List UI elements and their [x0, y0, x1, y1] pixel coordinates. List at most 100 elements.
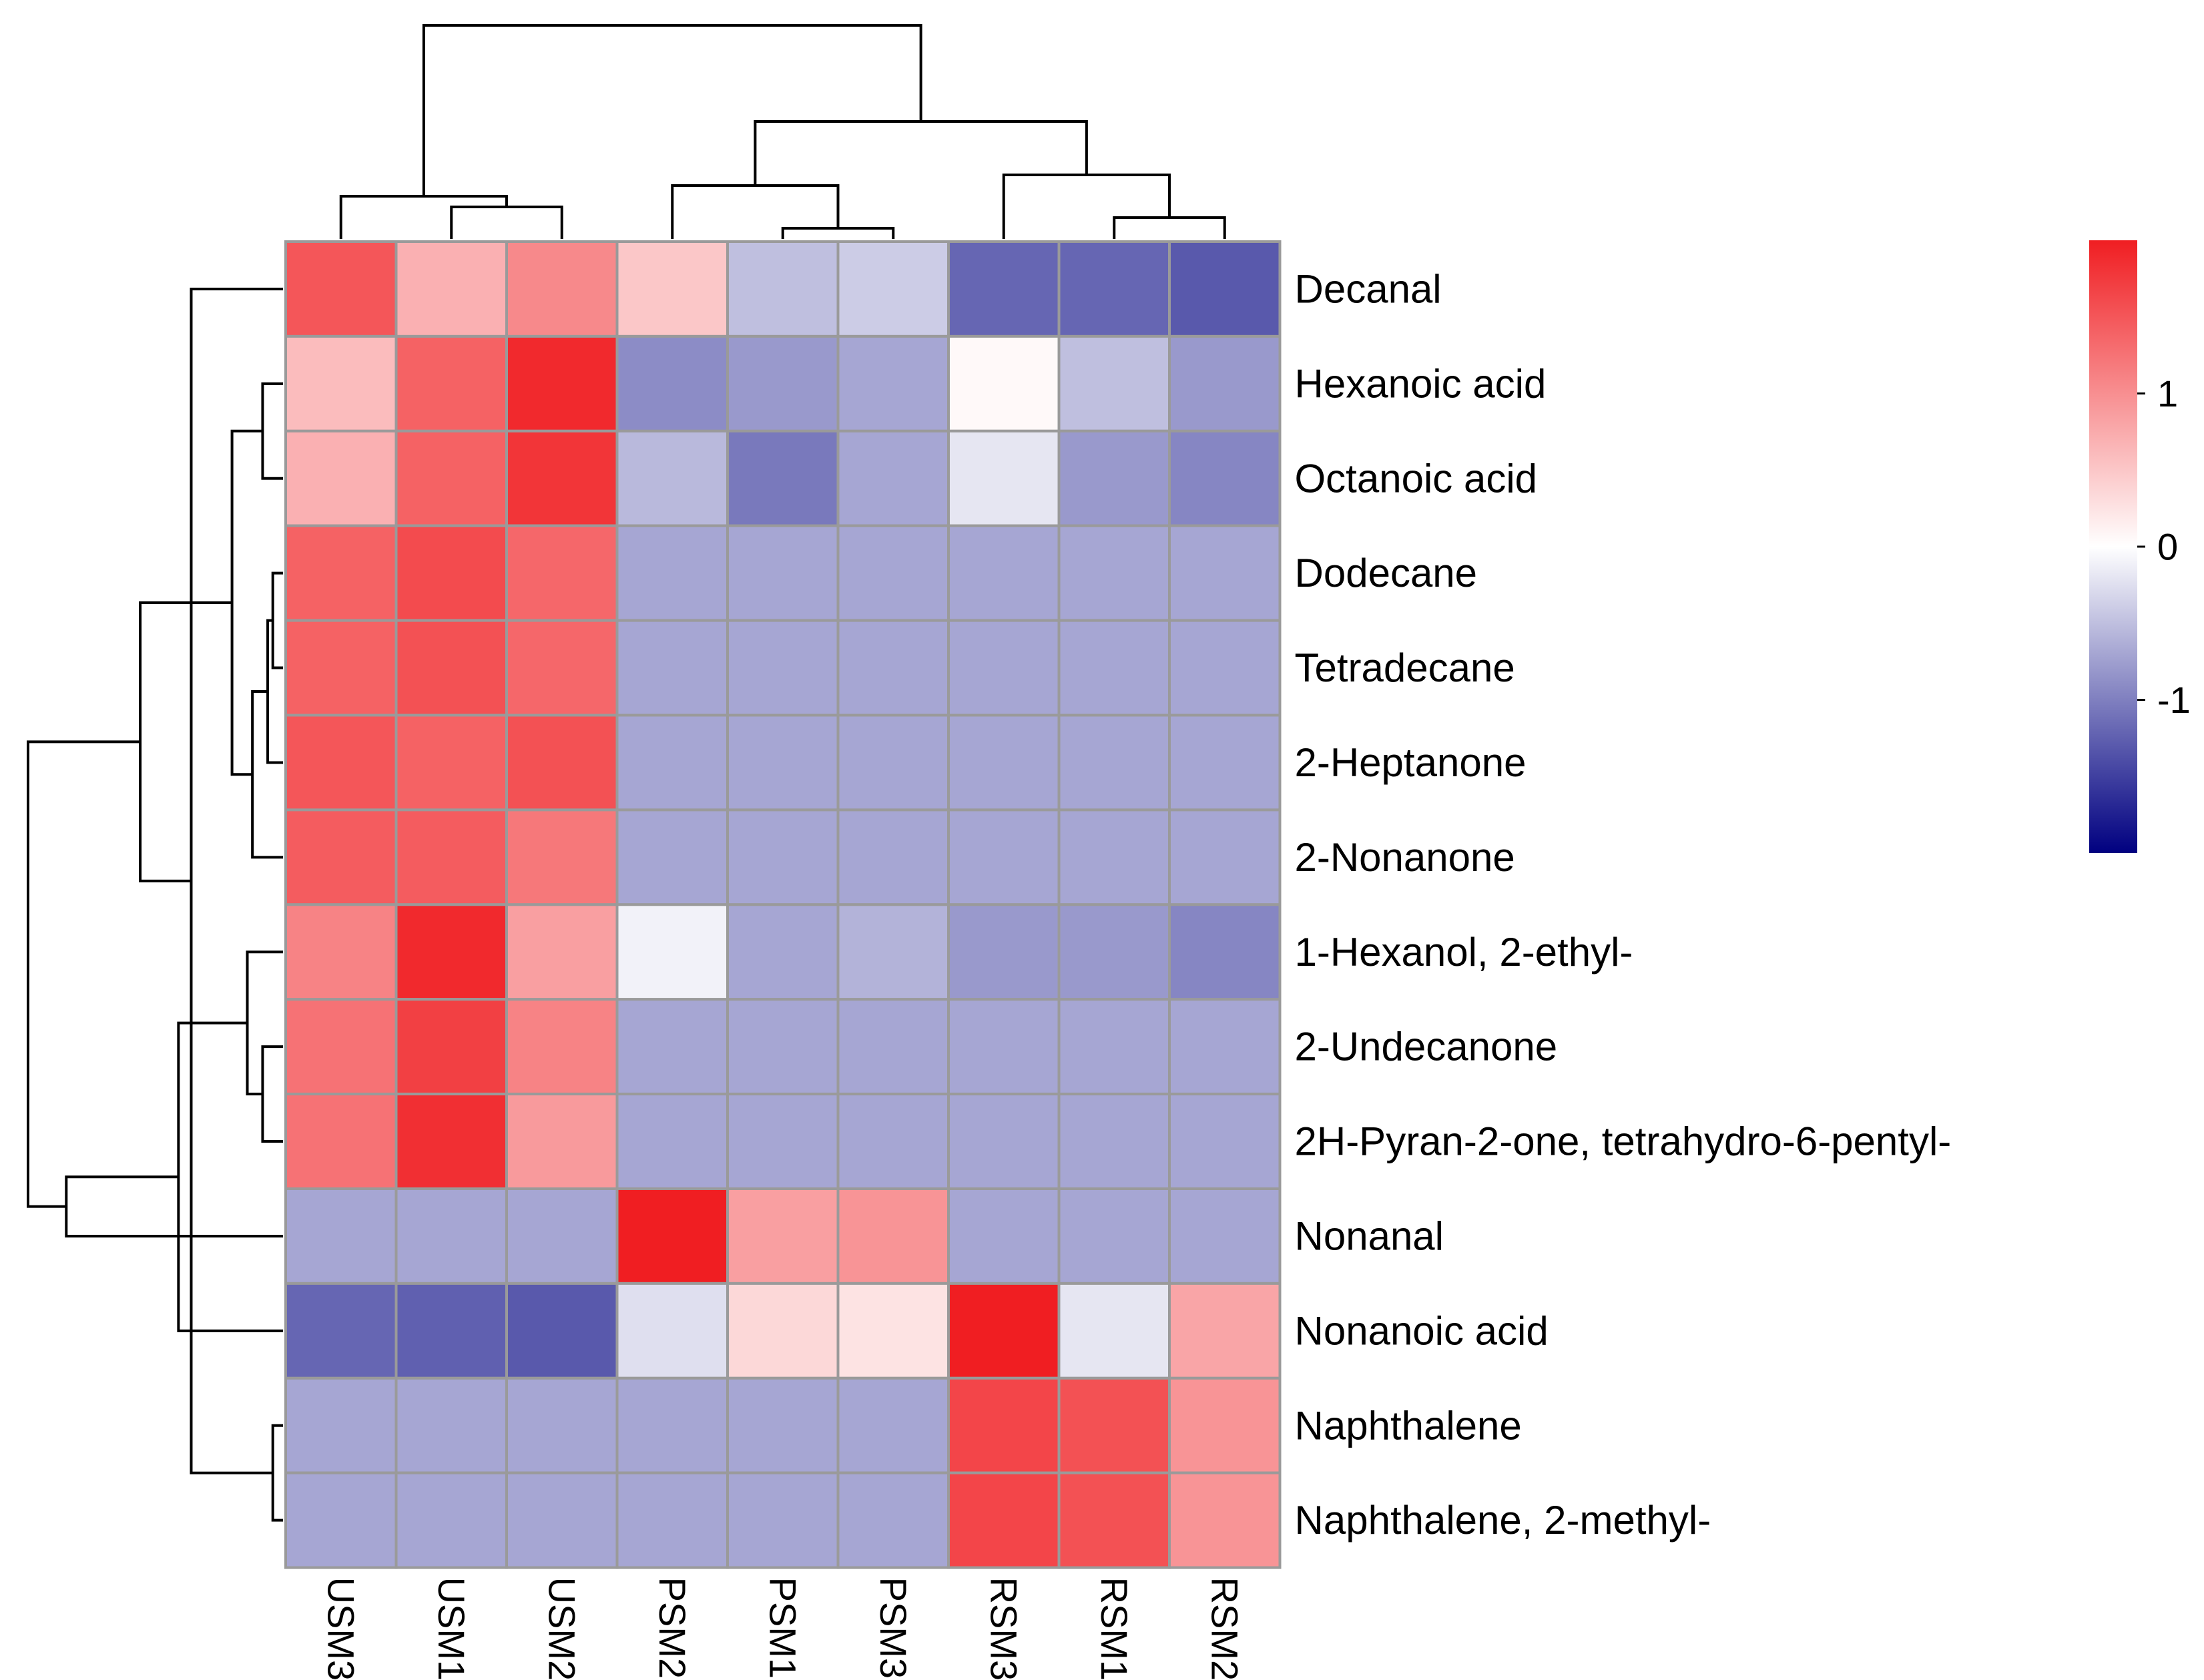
heatmap-cell: [947, 903, 1061, 1001]
heatmap-cell: [726, 524, 840, 622]
heatmap-cell: [505, 524, 619, 622]
row-label-nonanoic-acid: Nonanoic acid: [1295, 1308, 1549, 1353]
heatmap-cell: [836, 998, 950, 1096]
dendrogram-branch: [139, 601, 232, 882]
heatmap-cell: [947, 334, 1061, 433]
heatmap-cell: [836, 1471, 950, 1569]
heatmap-cell: [1168, 1471, 1282, 1569]
heatmap-cell: [726, 998, 840, 1096]
heatmap-cell: [284, 1471, 398, 1569]
heatmap-cell: [1057, 714, 1171, 812]
row-label-2-undecanone: 2-Undecanone: [1295, 1025, 1558, 1069]
heatmap-cell: [394, 619, 508, 717]
dendrogram-branch: [261, 382, 283, 480]
heatmap-cell: [1057, 524, 1171, 622]
heatmap-cell: [726, 334, 840, 433]
column-label-psm1: PSM1: [762, 1577, 804, 1679]
color-legend-ticks: 1 0 -1: [2137, 372, 2191, 721]
heatmap-cell: [284, 1376, 398, 1474]
heatmap-cell: [836, 240, 950, 338]
heatmap-cell: [284, 1093, 398, 1190]
heatmap-cell: [836, 524, 950, 622]
heatmap-cell: [394, 1282, 508, 1380]
heatmap-cell: [836, 1187, 950, 1285]
heatmap-cell: [615, 619, 729, 717]
heatmap-cell: [726, 1376, 840, 1474]
row-label-decanal: Decanal: [1295, 266, 1442, 311]
heatmap-cell: [726, 808, 840, 906]
row-label-naphthalene-2-methyl: Naphthalene, 2-methyl-: [1295, 1498, 1711, 1543]
heatmap-cell: [284, 808, 398, 906]
dendrogram-branch: [671, 184, 840, 239]
legend-tick-label: 1: [2157, 372, 2178, 414]
column-label-usm1: USM1: [431, 1577, 473, 1680]
heatmap-cell: [394, 903, 508, 1001]
dendrogram-branch: [266, 619, 283, 764]
heatmap-cell: [394, 524, 508, 622]
dendrogram-branch: [271, 571, 283, 669]
column-labels: USM3 USM1 USM2 PSM2 PSM1 PSM3 RSM3 RSM1 RSM2: [320, 1577, 1246, 1680]
heatmap-cell: [615, 1187, 729, 1285]
heatmap-cell: [1057, 334, 1171, 433]
heatmap-cell: [726, 1093, 840, 1190]
heatmap-cell: [394, 714, 508, 812]
heatmap-cell: [947, 524, 1061, 622]
heatmap-cell: [1057, 1376, 1171, 1474]
heatmap-cell: [836, 619, 950, 717]
heatmap-cell: [1168, 334, 1282, 433]
heatmap-cell: [1057, 903, 1171, 1001]
dendrogram-branch: [261, 1045, 283, 1143]
heatmap-cell: [1168, 903, 1282, 1001]
row-label-dodecane: Dodecane: [1295, 551, 1478, 595]
heatmap-cell: [284, 1282, 398, 1380]
heatmap-cell: [615, 334, 729, 433]
heatmap-cell: [947, 240, 1061, 338]
heatmap-cell: [505, 808, 619, 906]
dendrogram-branch: [339, 195, 508, 239]
heatmap-cell: [1168, 1187, 1282, 1285]
column-label-rsm3: RSM3: [983, 1577, 1025, 1680]
heatmap-cell: [284, 524, 398, 622]
heatmap-cell: [394, 429, 508, 527]
dendrogram-branch: [422, 24, 922, 196]
heatmap-cell: [836, 714, 950, 812]
dendrogram-branch: [230, 429, 263, 776]
heatmap-cell: [615, 808, 729, 906]
heatmap-cell: [947, 1187, 1061, 1285]
dendrogram-branch: [177, 1021, 283, 1332]
dendrogram-branch: [65, 1175, 283, 1237]
heatmap-cell: [726, 903, 840, 1001]
heatmap-grid: [284, 240, 1282, 1569]
heatmap-cell: [947, 1376, 1061, 1474]
heatmap-cell: [284, 334, 398, 433]
legend-tick-label: 0: [2157, 526, 2178, 568]
heatmap-cell: [726, 619, 840, 717]
heatmap-cell: [505, 429, 619, 527]
heatmap-cell: [505, 1282, 619, 1380]
heatmap-cell: [1057, 1187, 1171, 1285]
dendrogram-branch: [450, 206, 563, 239]
heatmap-cell: [836, 334, 950, 433]
heatmap-cell: [1057, 1282, 1171, 1380]
heatmap-cell: [394, 1471, 508, 1569]
dendrogram-branch: [190, 287, 283, 1474]
row-labels: Decanal Hexanoic acid Octanoic acid Dodecan…: [1295, 266, 1952, 1543]
heatmap-cell: [505, 1376, 619, 1474]
heatmap-cell: [726, 429, 840, 527]
dendrogram-branch: [246, 950, 283, 1096]
row-label-octanoic-acid: Octanoic acid: [1295, 456, 1538, 501]
heatmap-cell: [1057, 998, 1171, 1096]
dendrogram-branch: [1002, 174, 1171, 239]
heatmap-cell: [505, 1471, 619, 1569]
heatmap-cell: [1168, 619, 1282, 717]
row-label-2h-pyran-2-one-tetrahydro-6-pentyl: 2H-Pyran-2-one, tetrahydro-6-pentyl-: [1295, 1119, 1952, 1164]
heatmap-cell: [1168, 714, 1282, 812]
heatmap-cell: [505, 334, 619, 433]
heatmap-cell: [284, 240, 398, 338]
heatmap-cell: [505, 619, 619, 717]
heatmap-cell: [1168, 1282, 1282, 1380]
heatmap-cell: [1057, 808, 1171, 906]
heatmap-cell: [726, 1187, 840, 1285]
heatmap-cell: [505, 998, 619, 1096]
heatmap-cell: [615, 903, 729, 1001]
